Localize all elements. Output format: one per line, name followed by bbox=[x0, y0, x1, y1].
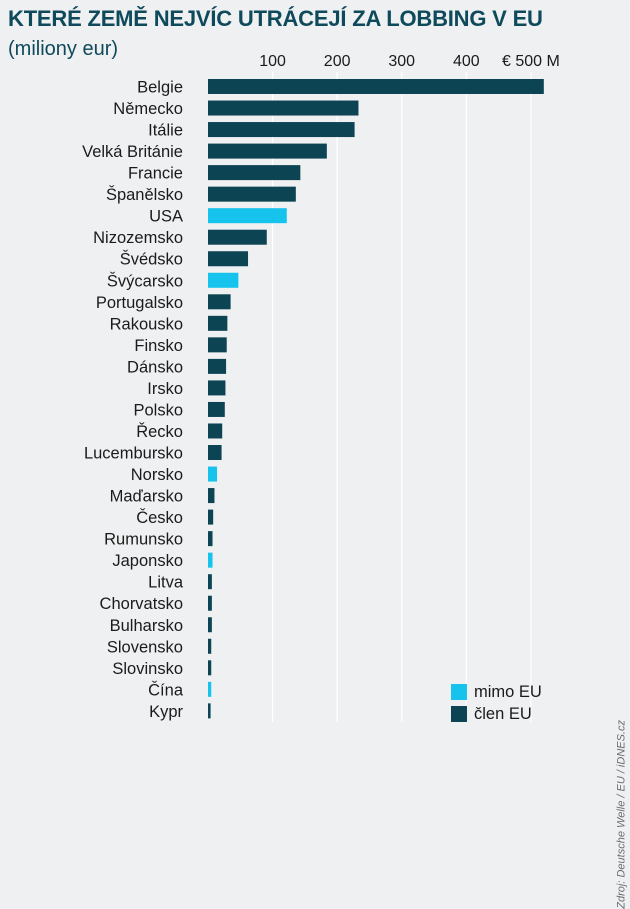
bar bbox=[208, 617, 212, 633]
legend-swatch-non-eu bbox=[451, 684, 467, 700]
category-label: Kypr bbox=[149, 703, 183, 721]
category-label: Slovinsko bbox=[112, 660, 183, 678]
bar bbox=[208, 100, 359, 116]
category-label: Polsko bbox=[133, 401, 183, 419]
category-label: Francie bbox=[128, 165, 183, 183]
x-tick-label: 100 bbox=[259, 53, 286, 70]
category-label: Rakousko bbox=[110, 315, 183, 333]
category-label: Velká Británie bbox=[82, 143, 183, 161]
legend-label-eu: člen EU bbox=[474, 704, 532, 723]
legend-item-eu: člen EU bbox=[451, 703, 542, 725]
bar bbox=[208, 660, 212, 676]
category-label: Rumunsko bbox=[104, 531, 183, 549]
bar bbox=[208, 574, 212, 590]
category-label: Česko bbox=[136, 508, 183, 527]
category-label: Irsko bbox=[147, 380, 183, 398]
bar bbox=[208, 531, 213, 547]
bar bbox=[208, 186, 296, 202]
category-label: Maďarsko bbox=[110, 488, 183, 506]
category-label: Litva bbox=[148, 574, 184, 592]
category-label: Chorvatsko bbox=[100, 595, 183, 613]
category-label: Řecko bbox=[136, 422, 183, 441]
legend-swatch-eu bbox=[451, 706, 467, 722]
x-tick-label: 400 bbox=[453, 53, 480, 70]
bar bbox=[208, 358, 227, 374]
bar bbox=[208, 208, 287, 224]
bar bbox=[208, 638, 212, 654]
bar bbox=[208, 509, 214, 525]
category-label: USA bbox=[149, 208, 183, 226]
bar bbox=[208, 595, 212, 611]
bar bbox=[208, 552, 213, 568]
bar bbox=[208, 294, 231, 310]
category-label: Belgie bbox=[137, 79, 183, 97]
source-note: Zdroj: Deutsche Welle / EU / iDNES.cz bbox=[616, 720, 628, 909]
category-label: Japonsko bbox=[112, 552, 183, 570]
bar-chart: 100 200 300 400 € 500 M Belgie Německo Itálie Ve… bbox=[82, 53, 560, 722]
category-label: Norsko bbox=[131, 466, 183, 484]
legend: mimo EU člen EU bbox=[451, 681, 542, 725]
bar bbox=[208, 423, 223, 439]
category-label: Španělsko bbox=[106, 185, 183, 204]
bar bbox=[208, 251, 249, 267]
bar bbox=[208, 143, 327, 159]
bar bbox=[208, 380, 226, 396]
legend-label-non-eu: mimo EU bbox=[474, 682, 542, 701]
category-label: Švýcarsko bbox=[107, 271, 183, 290]
legend-item-non-eu: mimo EU bbox=[451, 681, 542, 703]
bar bbox=[208, 315, 228, 331]
x-tick-label: € 500 M bbox=[502, 53, 560, 70]
bar bbox=[208, 337, 227, 353]
chart-root: KTERÉ ZEMĚ NEJVÍC UTRÁCEJÍ ZA LOBBING V … bbox=[8, 6, 628, 909]
category-label: Čína bbox=[148, 680, 184, 699]
bar bbox=[208, 401, 225, 417]
bar bbox=[208, 681, 212, 697]
category-label: Německo bbox=[113, 100, 183, 118]
bar bbox=[208, 445, 222, 461]
bar bbox=[208, 488, 215, 504]
bar bbox=[208, 229, 267, 245]
bar bbox=[208, 703, 211, 719]
x-tick-label: 200 bbox=[324, 53, 351, 70]
bar bbox=[208, 79, 544, 94]
bar bbox=[208, 466, 218, 482]
x-tick-label: 300 bbox=[388, 53, 415, 70]
category-label: Bulharsko bbox=[110, 617, 183, 635]
bar bbox=[208, 122, 355, 138]
category-label: Portugalsko bbox=[96, 294, 183, 312]
category-label: Slovensko bbox=[107, 638, 183, 656]
category-label: Nizozemsko bbox=[93, 229, 183, 247]
category-label: Dánsko bbox=[127, 358, 183, 376]
bar bbox=[208, 272, 239, 288]
bar bbox=[208, 165, 301, 181]
category-label: Itálie bbox=[148, 122, 183, 140]
category-label: Finsko bbox=[134, 337, 183, 355]
chart-subtitle: (miliony eur) bbox=[8, 38, 119, 60]
category-label: Švédsko bbox=[120, 250, 183, 269]
category-label: Lucembursko bbox=[84, 445, 183, 463]
chart-title: KTERÉ ZEMĚ NEJVÍC UTRÁCEJÍ ZA LOBBING V … bbox=[8, 6, 543, 31]
